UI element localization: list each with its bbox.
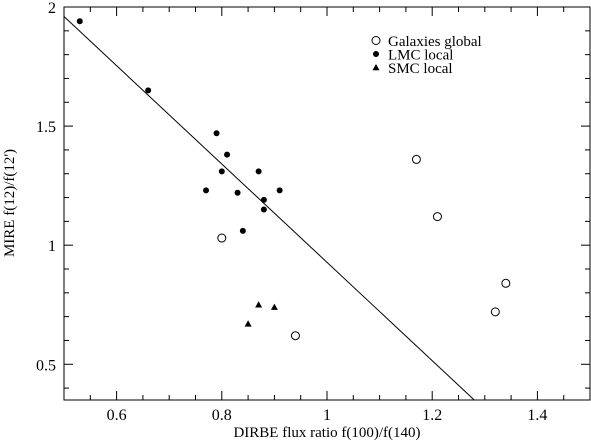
galaxies-global-point [490,307,500,317]
x-tick-label: 1.4 [527,407,547,424]
axis-ticks [64,6,590,400]
lmc-local-point [234,189,241,196]
x-tick-label: 0.8 [212,407,232,424]
plot-frame [63,6,591,401]
lmc-local-point [239,227,246,234]
axis-tick-labels: 0.6 0.8 1 1.2 1.4 0.5 1 1.5 2 [36,0,547,424]
lmc-local-point [260,206,267,213]
galaxies-global-point [290,331,300,341]
fit-line-group [63,16,475,401]
lmc-local-point [224,151,231,158]
x-tick-label: 1.2 [422,407,442,424]
y-axis-title: MIRE f(12)/f(12') [2,149,18,257]
lmc-local-point [213,130,220,137]
galaxies-global-point [432,212,442,222]
lmc-local-point [76,18,83,25]
y-tick-label: 2 [48,0,56,17]
lmc-local-point [203,187,210,194]
y-tick-label: 1.5 [36,119,56,136]
x-tick-label: 0.6 [107,407,127,424]
x-tick-label: 1 [323,407,331,424]
legend-marker [371,36,381,45]
legend-label: Galaxies global [388,34,482,50]
data-points [76,18,511,341]
y-tick-label: 0.5 [36,357,56,374]
galaxies-global-point [217,233,227,243]
x-axis-title: DIRBE flux ratio f(100)/f(140) [233,425,420,441]
y-tick-label: 1 [48,238,56,255]
smc-local-point [244,320,252,327]
legend-marker [372,64,380,71]
smc-local-point [270,303,278,310]
galaxies-global-point [501,278,511,288]
lmc-local-point [218,168,225,175]
fit-line [63,16,475,401]
lmc-local-point [255,168,262,175]
lmc-local-point [276,187,283,194]
lmc-local-point [145,87,152,94]
legend-label: SMC local [388,61,453,77]
smc-local-point [255,301,263,308]
galaxies-global-point [411,154,421,164]
legend-marker [373,51,379,57]
legend-label: LMC local [388,48,453,64]
lmc-local-point [260,196,267,203]
